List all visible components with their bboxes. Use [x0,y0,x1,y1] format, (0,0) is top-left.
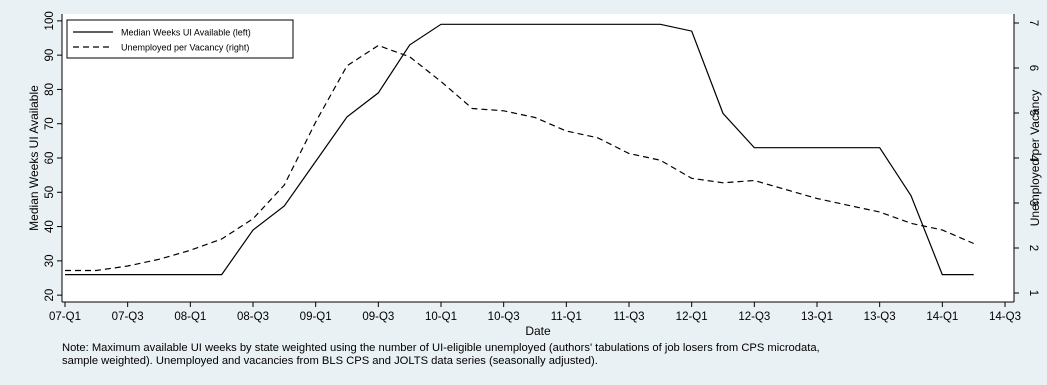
x-tick-label: 14-Q1 [926,311,958,323]
chart-note: Note: Maximum available UI weeks by stat… [62,342,1022,368]
x-tick-label: 12-Q1 [676,311,708,323]
x-tick-label: 07-Q1 [49,311,81,323]
y-right-tick-label: 4 [1027,155,1039,162]
y-left-tick-label: 90 [44,49,56,62]
legend-label: Unemployed per Vacancy (right) [121,43,249,53]
x-tick-label: 10-Q1 [425,311,457,323]
x-tick-label: 11-Q1 [551,311,582,323]
y-left-tick-label: 50 [44,186,56,199]
y-left-tick-label: 30 [44,254,56,267]
axes-layer: 07-Q1 07-Q3 08-Q1 08-Q3 09-Q1 09-Q3 10-Q1 10-Q3… [44,11,1039,323]
y-right-tick-label: 2 [1027,245,1039,251]
y-right-tick-label: 6 [1027,65,1039,71]
y-left-tick-label: 60 [44,152,56,165]
x-tick-label: 12-Q3 [738,311,770,323]
y-left-tick-label: 80 [44,83,56,96]
legend: Median Weeks UI Available (left) Unemploy… [66,19,294,59]
x-tick-label: 08-Q1 [174,311,206,323]
x-tick-label: 07-Q3 [112,311,144,323]
x-tick-label: 11-Q3 [613,311,644,323]
x-tick-label: 13-Q3 [864,311,896,323]
legend-label: Median Weeks UI Available (left) [121,28,251,38]
x-tick-label: 09-Q3 [362,311,394,323]
x-tick-label: 13-Q1 [801,311,833,323]
x-axis-title: Date [525,324,551,338]
y-right-tick-label: 3 [1027,200,1039,206]
x-tick-label: 08-Q3 [237,311,269,323]
series-layer [65,23,974,276]
y-right-tick-label: 1 [1027,290,1039,296]
y-left-tick-label: 20 [44,289,56,302]
x-tick-label: 09-Q1 [300,311,332,323]
y-axis-right-title: Unemployed per Vacancy [1028,90,1042,227]
legend-box [66,19,294,59]
series-line-unemployed-per-vacancy [65,44,974,272]
x-tick-label: 14-Q3 [989,311,1021,323]
note-line-2: sample weighted). Unemployed and vacanci… [62,355,598,367]
y-right-tick-label: 7 [1027,20,1039,26]
y-left-tick-label: 40 [44,220,56,233]
y-right-tick-label: 5 [1027,110,1039,116]
series-line-median-weeks-ui [65,23,974,276]
y-axis-left-title: Median Weeks UI Available [27,85,41,231]
y-left-tick-label: 100 [44,11,56,30]
plot-area [62,14,1014,302]
note-line-1: Note: Maximum available UI weeks by stat… [62,342,820,354]
line-chart: 07-Q1 07-Q3 08-Q1 08-Q3 09-Q1 09-Q3 10-Q1 10-Q3… [27,11,1042,338]
y-left-tick-label: 70 [44,117,56,130]
x-tick-label: 10-Q3 [488,311,520,323]
